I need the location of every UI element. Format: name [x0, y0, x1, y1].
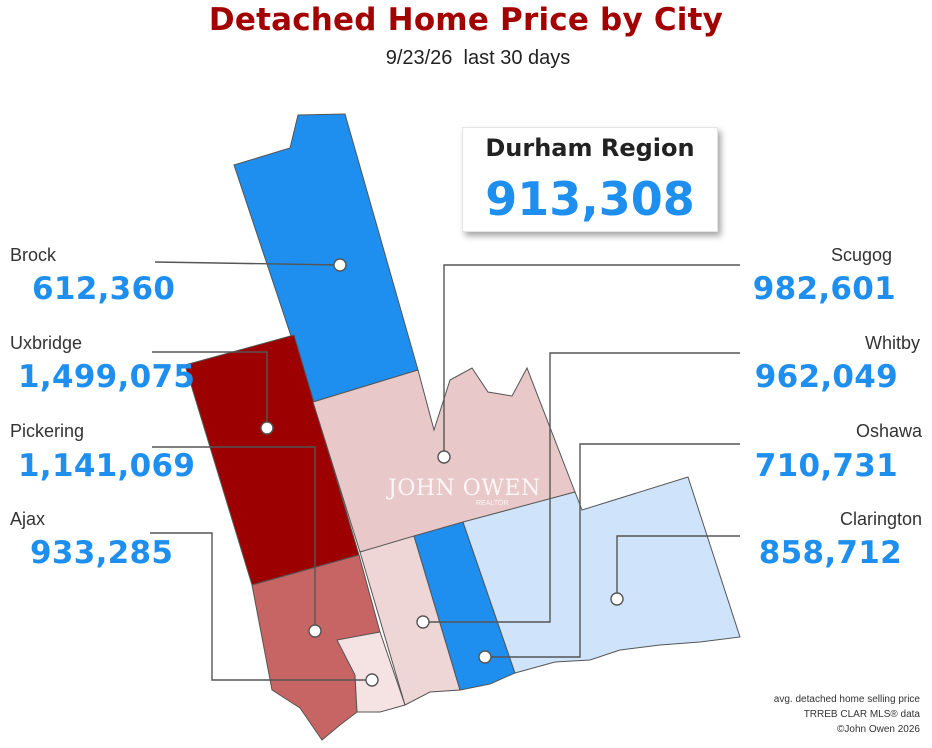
leader-pickering: [152, 446, 316, 631]
region-whitby[interactable]: [359, 535, 461, 706]
city-price-uxbridge: 1,499,075: [18, 359, 196, 395]
leader-oshawa: [485, 443, 740, 658]
region-summary-label: Durham Region: [485, 134, 695, 162]
leader-uxbridge: [152, 351, 268, 428]
city-label-brock: Brock: [10, 245, 57, 265]
city-label-clarington: Clarington: [839, 509, 922, 529]
marker-brock[interactable]: [333, 258, 347, 272]
leader-whitby: [423, 352, 740, 623]
region-clarington[interactable]: [462, 476, 741, 674]
marker-scugog[interactable]: [437, 450, 451, 464]
city-label-scugog: Scugog: [830, 245, 892, 265]
city-price-brock: 612,360: [32, 271, 176, 307]
footnote-source: TRREB CLAR MLS® data: [803, 709, 920, 720]
footnote-description: avg. detached home selling price: [773, 694, 920, 705]
marker-pickering[interactable]: [308, 624, 322, 638]
durham-region-summary: Durham Region 913,308: [462, 127, 718, 232]
region-ajax[interactable]: [336, 631, 406, 713]
leader-ajax: [150, 532, 372, 681]
city-label-pickering: Pickering: [10, 421, 85, 441]
page-title: Detached Home Price by City: [208, 2, 724, 38]
city-price-clarington: 858,712: [758, 535, 902, 571]
leader-scugog: [443, 264, 740, 457]
john-owen-watermark-sub: REALTOR: [476, 500, 509, 507]
marker-clarington[interactable]: [610, 592, 624, 606]
city-price-ajax: 933,285: [30, 535, 174, 571]
marker-oshawa[interactable]: [478, 650, 492, 664]
leader-brock: [154, 261, 341, 266]
footnote-copyright: ©John Owen 2026: [837, 724, 920, 735]
city-price-whitby: 962,049: [754, 359, 898, 395]
city-price-scugog: 982,601: [752, 271, 896, 307]
region-summary-value: 913,308: [485, 172, 695, 226]
city-label-whitby: Whitby: [864, 333, 920, 353]
marker-uxbridge[interactable]: [260, 421, 274, 435]
city-price-oshawa: 710,731: [754, 448, 898, 484]
region-oshawa[interactable]: [413, 521, 516, 691]
city-label-oshawa: Oshawa: [855, 421, 922, 441]
city-label-ajax: Ajax: [10, 509, 46, 529]
marker-ajax[interactable]: [365, 673, 379, 687]
city-price-pickering: 1,141,069: [18, 448, 196, 484]
city-label-uxbridge: Uxbridge: [10, 333, 83, 353]
leader-clarington: [616, 535, 740, 599]
john-owen-watermark: JOHN OWEN: [388, 476, 541, 501]
marker-whitby[interactable]: [416, 615, 430, 629]
page-subtitle: 9/23/26 last 30 days: [385, 47, 571, 69]
